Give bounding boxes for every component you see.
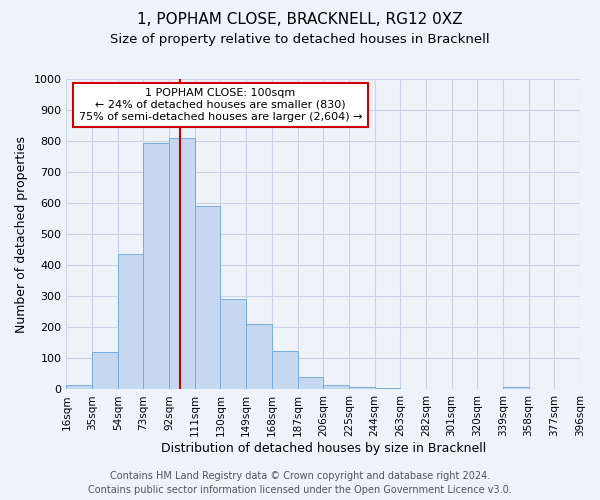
- Bar: [503, 387, 529, 390]
- Bar: [169, 138, 195, 390]
- Bar: [143, 142, 169, 390]
- Text: Size of property relative to detached houses in Bracknell: Size of property relative to detached ho…: [110, 32, 490, 46]
- Bar: [195, 206, 220, 390]
- Text: 1, POPHAM CLOSE, BRACKNELL, RG12 0XZ: 1, POPHAM CLOSE, BRACKNELL, RG12 0XZ: [137, 12, 463, 28]
- Bar: [118, 254, 143, 390]
- Bar: [272, 350, 298, 390]
- Bar: [220, 300, 246, 390]
- Y-axis label: Number of detached properties: Number of detached properties: [15, 136, 28, 332]
- Bar: [349, 387, 374, 390]
- Bar: [298, 377, 323, 390]
- Bar: [92, 352, 118, 390]
- X-axis label: Distribution of detached houses by size in Bracknell: Distribution of detached houses by size …: [161, 442, 486, 455]
- Bar: [323, 386, 349, 390]
- Text: Contains HM Land Registry data © Crown copyright and database right 2024.
Contai: Contains HM Land Registry data © Crown c…: [88, 471, 512, 495]
- Bar: [67, 385, 92, 390]
- Bar: [246, 324, 272, 390]
- Text: 1 POPHAM CLOSE: 100sqm
← 24% of detached houses are smaller (830)
75% of semi-de: 1 POPHAM CLOSE: 100sqm ← 24% of detached…: [79, 88, 362, 122]
- Bar: [374, 388, 400, 390]
